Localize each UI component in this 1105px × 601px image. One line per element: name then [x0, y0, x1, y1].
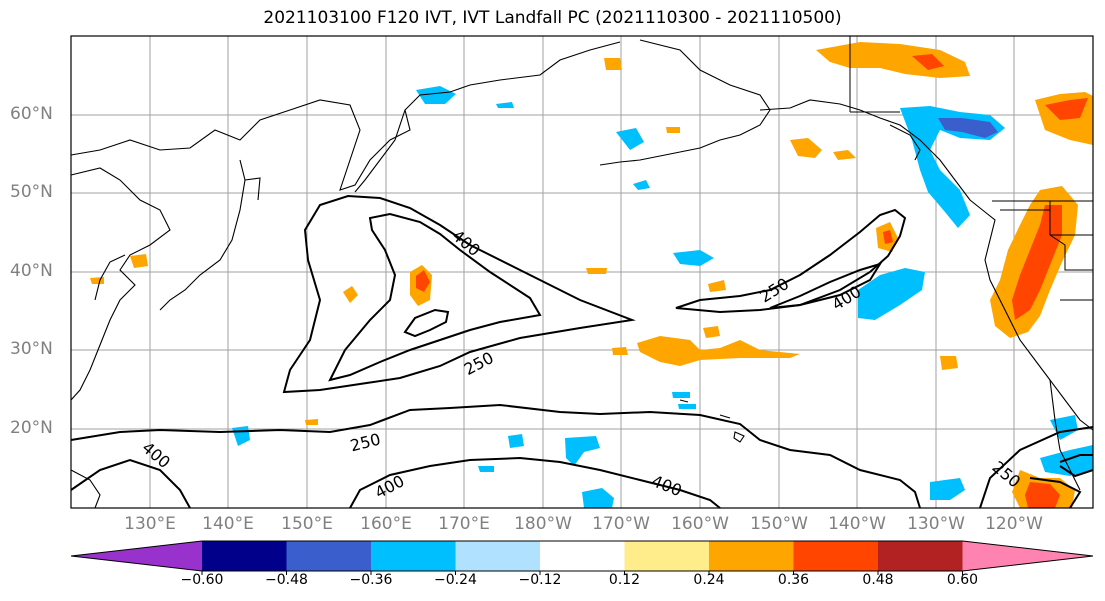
map-border: [70, 35, 1094, 509]
pc-negative-region: [633, 180, 650, 190]
lat-label: 20°N: [10, 418, 53, 438]
pc-positive-region: [1045, 98, 1088, 120]
pc-negative-region: [900, 106, 1005, 228]
pc-positive-region: [90, 277, 104, 284]
ivt-contours: [70, 194, 1094, 509]
pc-positive-region: [883, 230, 893, 244]
pc-positive-region: [1025, 482, 1060, 508]
pc-negative-region: [478, 466, 494, 472]
lon-label: 150°W: [750, 514, 808, 534]
colorbar-swatch: [878, 541, 963, 571]
pc-negative-region: [416, 86, 456, 104]
pc-negative-region: [938, 118, 998, 138]
colorbar-tick-label: −0.36: [349, 572, 393, 588]
pc-negative-region: [672, 392, 690, 398]
lon-label: 170°E: [438, 514, 490, 534]
pc-positive-region: [790, 138, 822, 158]
ivt-contour-400: [769, 262, 883, 309]
pc-positive-region: [912, 54, 944, 70]
pc-negative-region: [930, 478, 965, 500]
pc-negative-region: [496, 102, 514, 108]
pc-positive-region: [637, 336, 800, 366]
pc-positive-region: [305, 419, 318, 425]
lat-label: 40°N: [10, 261, 53, 281]
lon-label: 180°W: [514, 514, 572, 534]
colorbar-swatch: [962, 541, 1093, 571]
colorbar-tick-label: 0.36: [777, 572, 810, 588]
ivt-contour-400: [70, 458, 191, 509]
pc-positive-region: [130, 254, 148, 268]
ivt-contour-400: [1059, 465, 1094, 478]
colorbar-tick-label: 0.24: [693, 572, 725, 588]
political-boundaries: [849, 36, 1093, 301]
lon-label: 140°E: [202, 514, 254, 534]
ivt-contour-400: [403, 308, 450, 338]
colorbar-swatch: [371, 541, 456, 571]
map-title: 2021103100 F120 IVT, IVT Landfall PC (20…: [263, 8, 842, 28]
lon-label: 140°W: [828, 514, 886, 534]
ivt-contour-400: [1029, 477, 1082, 509]
lon-label: 160°E: [360, 514, 412, 534]
pc-negative-region: [678, 404, 696, 409]
pc-negative-region: [582, 488, 614, 508]
colorbar-swatch: [540, 541, 625, 571]
pc-negative-region: [673, 250, 714, 266]
colorbar-swatch: [286, 541, 371, 571]
colorbar-tick-label: 0.48: [862, 572, 894, 588]
ivt-contour-250: [282, 194, 636, 394]
pc-positive-region: [604, 58, 622, 70]
ivt-contour-250: [979, 426, 1094, 509]
colorbar-swatch: [455, 541, 540, 571]
pc-positive-region: [940, 356, 958, 370]
pc-positive-region: [586, 268, 607, 274]
lat-label: 60°N: [10, 104, 53, 124]
colorbar-tick-label: −0.60: [180, 572, 224, 588]
ivt-contour-250: [70, 403, 921, 509]
colorbar-swatch: [202, 541, 287, 571]
pc-positive-region: [416, 270, 430, 292]
lat-label: 30°N: [10, 339, 53, 359]
lon-label: 130°E: [124, 514, 176, 534]
lat-label: 50°N: [10, 182, 53, 202]
positive-pc-shading: [90, 42, 1093, 508]
colorbar-swatch: [793, 541, 878, 571]
pc-negative-region: [565, 436, 600, 466]
ivt-contour-400: [1059, 454, 1093, 463]
pc-positive-region: [703, 326, 720, 338]
negative-pc-shading: [232, 86, 1093, 508]
ivt-contour-400: [328, 212, 542, 382]
colorbar-tick-label: 0.60: [946, 572, 979, 588]
lon-label: 170°W: [592, 514, 650, 534]
pc-negative-region: [508, 434, 524, 448]
pc-positive-region: [612, 347, 628, 355]
coastlines: [70, 39, 1094, 509]
colorbar-tick-label: −0.24: [434, 572, 477, 588]
pc-negative-region: [858, 268, 925, 320]
colorbar-tick-label: −0.48: [265, 572, 308, 588]
colorbar: [70, 540, 1094, 575]
colorbar-tick-label: 0.12: [608, 572, 641, 588]
ivt-contour-400: [349, 456, 721, 509]
pc-negative-region: [616, 128, 644, 150]
colorbar-tick-label: −0.12: [518, 572, 562, 588]
colorbar-swatch: [709, 541, 794, 571]
pc-positive-region: [833, 150, 856, 160]
pc-positive-region: [708, 280, 726, 292]
colorbar-swatch: [71, 541, 202, 571]
lon-label: 150°E: [281, 514, 333, 534]
lon-label: 120°W: [985, 514, 1043, 534]
pc-positive-region: [666, 127, 680, 133]
lon-label: 160°W: [671, 514, 729, 534]
pc-positive-region: [343, 286, 358, 303]
colorbar-swatch: [624, 541, 709, 571]
lon-label: 130°W: [907, 514, 965, 534]
